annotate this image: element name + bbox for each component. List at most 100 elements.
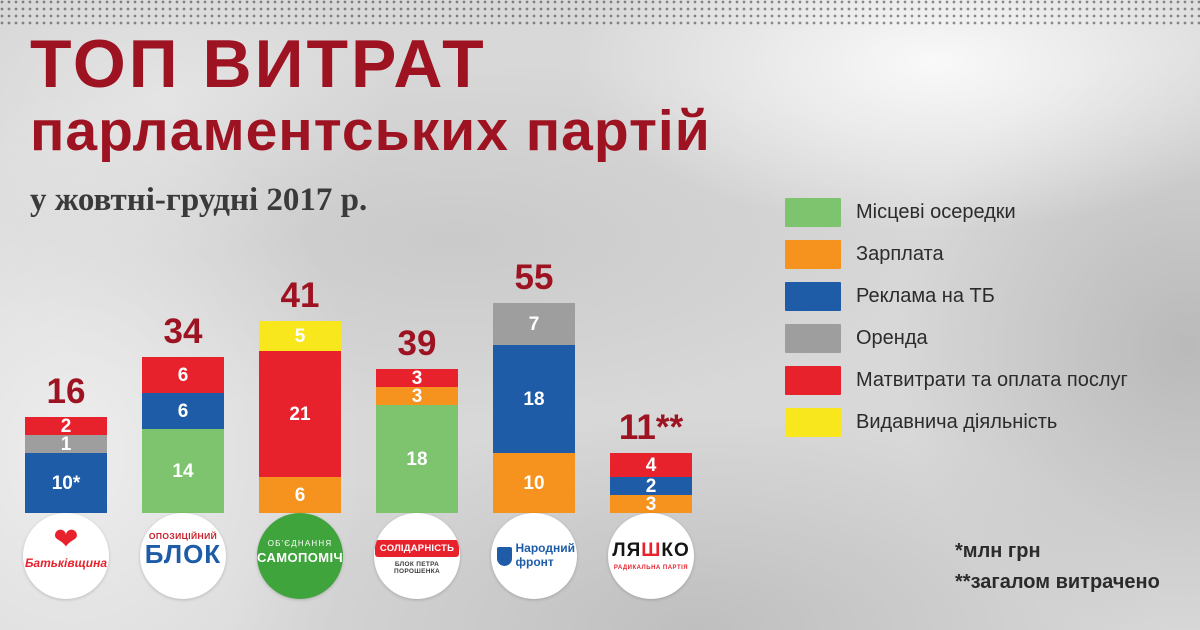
bar-stack: 2 1 10*	[25, 417, 107, 513]
segment-value: 10	[523, 472, 545, 494]
segment-local: 14	[142, 429, 224, 513]
footnote-unit: *млн грн	[955, 540, 1041, 562]
legend: Місцеві осередки Зарплата Реклама на ТБ Оре…	[785, 198, 1128, 450]
segment-salary: 10	[493, 453, 575, 513]
legend-item-tv-ads: Реклама на ТБ	[785, 282, 1128, 311]
segment-value: 5	[294, 325, 306, 347]
party-logo-narodnyfront: Народний фронт	[491, 513, 577, 599]
bar-narodnyfront: 55 7 18 10 Народний фронт	[491, 258, 577, 599]
segment-value: 6	[177, 400, 189, 422]
segment-salary: 3	[610, 495, 692, 513]
legend-item-salary: Зарплата	[785, 240, 1128, 269]
segment-value: 10*	[51, 472, 81, 494]
bar-samopomich: 41 5 21 6 ОБ'ЄДНАННЯ САМОПОМІЧ	[257, 276, 343, 599]
segment-materials: 2	[25, 417, 107, 435]
legend-label: Оренда	[856, 327, 928, 349]
logo-text: САМОПОМІЧ	[257, 550, 343, 565]
legend-label: Зарплата	[856, 243, 944, 265]
bar-stack: 6 6 14	[142, 357, 224, 513]
segment-value: 3	[411, 369, 423, 387]
segment-value: 3	[411, 387, 423, 405]
legend-swatch-rent	[785, 324, 841, 353]
legend-item-rent: Оренда	[785, 324, 1128, 353]
total-label-lyashko: 11**	[618, 408, 684, 447]
segment-tv-ads: 18	[493, 345, 575, 453]
segment-materials: 4	[610, 453, 692, 477]
shield-icon	[496, 546, 512, 566]
party-logo-batkivshchyna: ❤ Батьківщина	[23, 513, 109, 599]
halftone-dots-strip	[0, 0, 1200, 25]
logo-text: ОБ'ЄДНАННЯ	[267, 539, 333, 548]
segment-value: 4	[645, 454, 657, 476]
logo-text: ЛЯ	[612, 540, 642, 561]
legend-label: Видавнича діяльність	[856, 411, 1058, 433]
segment-value: 18	[523, 388, 545, 410]
footnote-total: **загалом витрачено	[955, 571, 1160, 593]
legend-label: Матвитрати та оплата послуг	[856, 369, 1128, 391]
segment-publishing: 5	[259, 321, 341, 351]
segment-value: 6	[294, 484, 306, 506]
bar-opoblok: 34 6 6 14 ОПОЗИЦІЙНИЙ БЛОК	[140, 312, 226, 599]
party-logo-solidarnist: СОЛІДАРНІСТЬ БЛОК ПЕТРА ПОРОШЕНКА	[374, 513, 460, 599]
segment-value: 21	[289, 403, 311, 425]
total-label-solidarnist: 39	[397, 324, 437, 363]
segment-value: 18	[406, 448, 428, 470]
logo-subtext: РАДИКАЛЬНА ПАРТІЯ	[613, 565, 689, 571]
bar-stack: 5 21 6	[259, 321, 341, 513]
legend-item-publishing: Видавнича діяльність	[785, 408, 1128, 437]
heart-icon: ❤	[53, 523, 79, 556]
party-logo-lyashko: ЛЯШКО РАДИКАЛЬНА ПАРТІЯ	[608, 513, 694, 599]
logo-text: КО	[661, 540, 690, 561]
segment-value: 1	[60, 435, 72, 453]
segment-local: 18	[376, 405, 458, 513]
segment-rent: 7	[493, 303, 575, 345]
logo-text: Батьківщина	[24, 556, 108, 570]
legend-label: Місцеві осередки	[856, 201, 1016, 223]
segment-salary: 6	[259, 477, 341, 513]
bar-solidarnist: 39 3 3 18 СОЛІДАРНІСТЬ БЛОК ПЕТРА ПОРОШЕНКА	[374, 324, 460, 599]
period-subtitle: у жовтні-грудні 2017 р.	[30, 181, 368, 218]
segment-value: 2	[645, 477, 657, 495]
legend-swatch-tv-ads	[785, 282, 841, 311]
bar-lyashko: 11** 4 2 3 ЛЯШКО РАДИКАЛЬНА ПАРТІЯ	[608, 408, 694, 599]
segment-materials: 6	[142, 357, 224, 393]
total-label-batkivshchyna: 16	[46, 372, 86, 411]
legend-item-materials: Матвитрати та оплата послуг	[785, 366, 1128, 395]
page-title: ТОП ВИТРАТ	[30, 26, 487, 102]
legend-swatch-local	[785, 198, 841, 227]
segment-value: 3	[645, 495, 657, 513]
legend-swatch-salary	[785, 240, 841, 269]
bar-batkivshchyna: 16 2 1 10* ❤ Батьківщина	[23, 372, 109, 599]
segment-value: 2	[60, 417, 72, 435]
segment-materials: 21	[259, 351, 341, 477]
trident-icon: Ш	[641, 540, 662, 561]
logo-text: ОПОЗИЦІЙНИЙ	[148, 531, 218, 541]
segment-tv-ads: 10*	[25, 453, 107, 513]
bar-stack: 7 18 10	[493, 303, 575, 513]
segment-value: 6	[177, 364, 189, 386]
logo-subtext: БЛОК ПЕТРА ПОРОШЕНКА	[394, 561, 440, 575]
party-logo-opoblok: ОПОЗИЦІЙНИЙ БЛОК	[140, 513, 226, 599]
total-label-samopomich: 41	[280, 276, 320, 315]
total-label-opoblok: 34	[163, 312, 203, 351]
bar-stack: 3 3 18	[376, 369, 458, 513]
segment-tv-ads: 6	[142, 393, 224, 429]
segment-value: 14	[172, 460, 194, 482]
total-label-narodnyfront: 55	[514, 258, 554, 297]
segment-tv-ads: 2	[610, 477, 692, 495]
segment-rent: 1	[25, 435, 107, 453]
segment-value: 7	[528, 313, 540, 335]
footnotes: *млн грн **загалом витрачено	[955, 536, 1160, 598]
segment-salary: 3	[376, 387, 458, 405]
legend-label: Реклама на ТБ	[856, 285, 995, 307]
party-logo-samopomich: ОБ'ЄДНАННЯ САМОПОМІЧ	[257, 513, 343, 599]
legend-swatch-materials	[785, 366, 841, 395]
logo-text: Народний фронт	[515, 541, 575, 569]
header: ТОП ВИТРАТ парламентських партій у жовтн…	[30, 30, 711, 219]
logo-text: БЛОК	[144, 539, 222, 569]
logo-text: СОЛІДАРНІСТЬ	[374, 540, 460, 557]
segment-materials: 3	[376, 369, 458, 387]
